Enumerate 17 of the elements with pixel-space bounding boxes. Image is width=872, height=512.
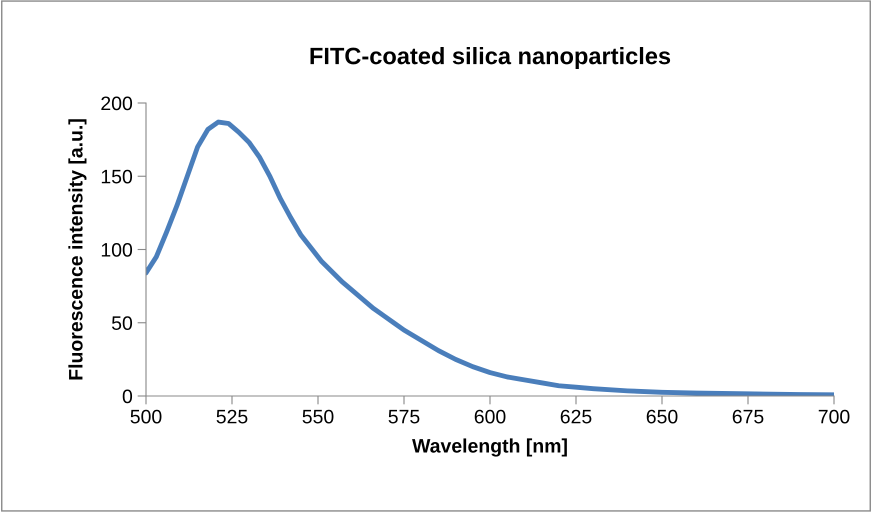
y-tick-label: 50 — [112, 316, 132, 330]
x-tick-label: 675 — [732, 410, 764, 424]
x-tick-label: 700 — [818, 410, 850, 424]
x-tick-label: 525 — [216, 410, 248, 424]
x-tick-label: 600 — [474, 410, 506, 424]
y-tick-label: 0 — [122, 389, 132, 404]
x-tick-label: 500 — [130, 410, 162, 424]
y-tick-label: 200 — [101, 96, 132, 110]
y-tick-label: 100 — [102, 242, 132, 257]
x-tick-label: 650 — [646, 410, 678, 424]
x-axis-title: Wavelength [nm] — [412, 438, 567, 457]
x-tick-label: 625 — [560, 410, 592, 424]
x-tick-label: 550 — [302, 410, 334, 424]
x-tick-label: 575 — [388, 410, 420, 424]
chart-title: FITC-coated silica nanoparticles — [310, 47, 670, 70]
y-axis-title: Fluorescence intensity [a.u.] — [68, 119, 86, 380]
y-tick-label: 150 — [102, 170, 132, 184]
